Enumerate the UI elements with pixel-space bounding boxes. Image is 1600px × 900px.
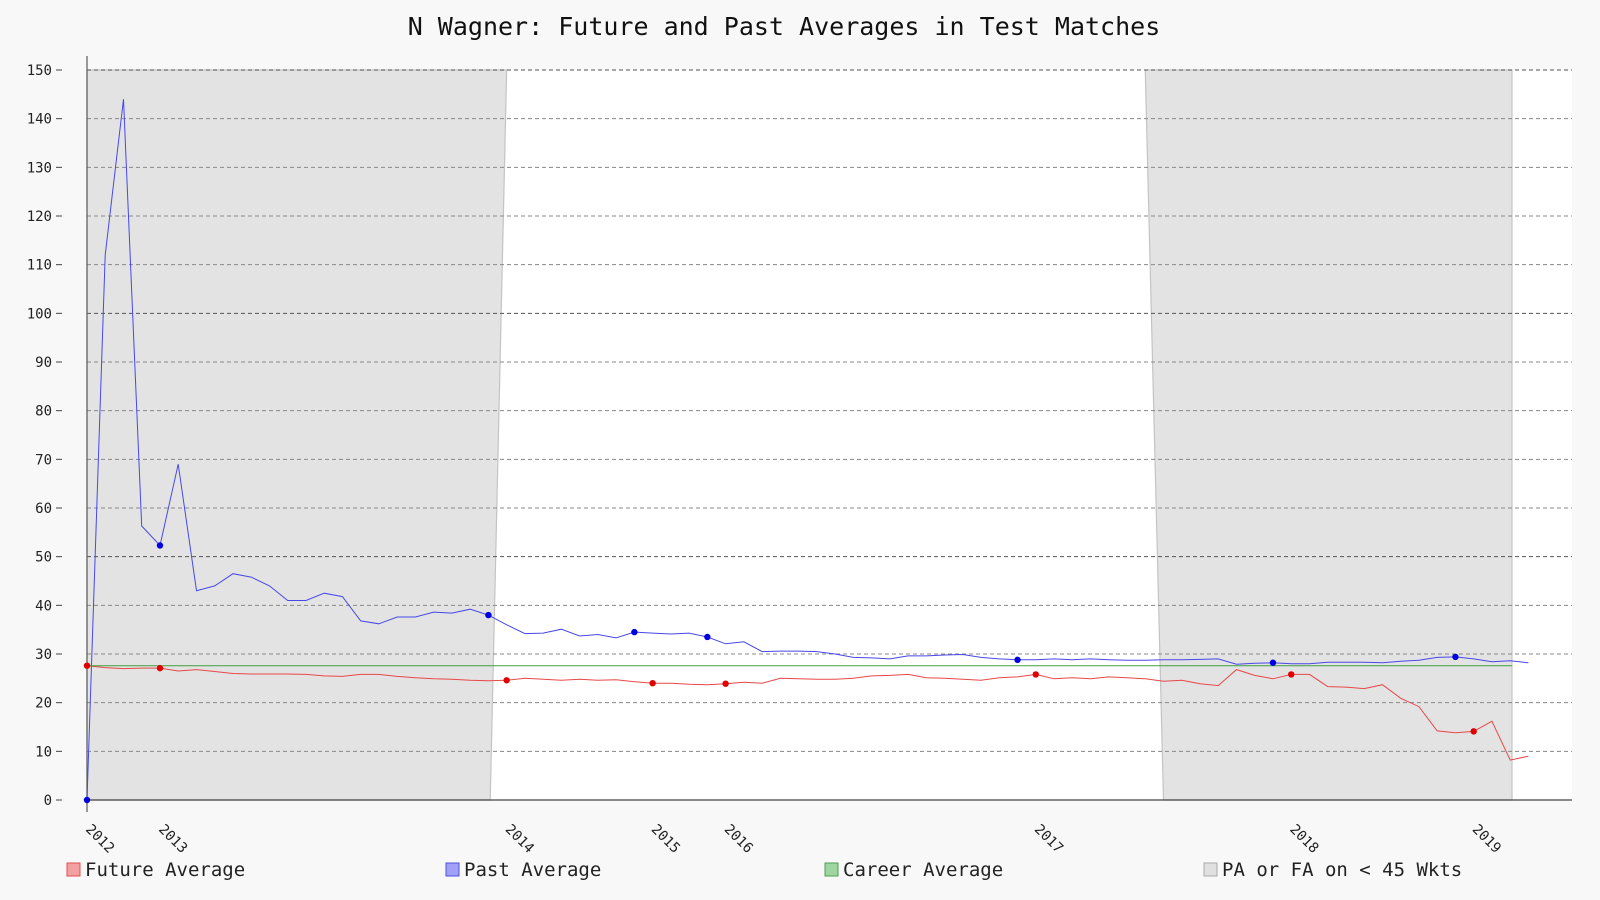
legend-swatch-career-average: [824, 862, 839, 877]
y-tick-label-10: 10: [35, 744, 52, 760]
axes: [56, 56, 1572, 812]
shaded-region-0: [86, 69, 508, 801]
future-average-point-52: [1032, 671, 1039, 678]
past-average-point-4: [156, 542, 164, 549]
past-average-point-30: [631, 628, 638, 636]
legend-label-future-average: Future Average: [85, 859, 245, 881]
shaded-region-1: [1144, 69, 1513, 801]
future-average-point-0: [83, 662, 91, 669]
y-tick-label-100: 100: [27, 306, 52, 322]
legend-swatch-pa-or-fa-on-45-wkts: [1203, 862, 1218, 877]
past-average-point-65: [1269, 659, 1277, 666]
legend-swatch-past-average: [445, 862, 460, 877]
future-average-point-66: [1288, 671, 1295, 678]
past-average-point-75: [1452, 653, 1459, 661]
past-average-point-51: [1014, 656, 1021, 664]
y-tick-label-30: 30: [35, 647, 52, 663]
y-tick-label-150: 150: [27, 63, 52, 79]
future-average-point-35: [722, 680, 729, 687]
series-markers: [83, 542, 1477, 804]
y-tick-label-40: 40: [35, 598, 52, 614]
legend-label-career-average: Career Average: [843, 859, 1003, 881]
future-average-point-4: [156, 664, 164, 672]
y-tick-label-120: 120: [27, 209, 52, 225]
gridlines: [87, 69, 1572, 752]
y-tick-label-60: 60: [35, 501, 52, 517]
y-tick-label-110: 110: [27, 258, 52, 274]
legend-swatch-future-average: [66, 862, 81, 877]
legend-label-past-average: Past Average: [464, 859, 601, 881]
y-tick-label-130: 130: [27, 160, 52, 176]
shaded-regions: [86, 69, 1513, 801]
y-tick-label-90: 90: [35, 355, 52, 371]
past-average-point-0: [83, 796, 91, 804]
legend: Future Average Past Average Career Average…: [66, 859, 1462, 881]
y-tick-label-80: 80: [35, 404, 52, 420]
y-tick-labels: 0 10 20 30 40 50 60 70 80 90 100 110 120 130 140 150: [27, 63, 52, 809]
chart-title: N Wagner: Future and Past Averages in Te…: [408, 12, 1161, 41]
future-average-point-23: [503, 677, 510, 684]
y-tick-label-50: 50: [35, 550, 52, 566]
y-tick-label-140: 140: [27, 112, 52, 128]
future-average-point-76: [1470, 728, 1477, 735]
future-average-point-31: [649, 680, 656, 687]
y-tick-label-20: 20: [35, 696, 52, 712]
y-tick-label-70: 70: [35, 452, 52, 468]
past-average-line: [86, 99, 1529, 801]
past-average-point-34: [704, 633, 711, 641]
y-tick-label-0: 0: [44, 793, 52, 809]
legend-label-pa-or-fa-on-45-wkts: PA or FA on < 45 Wkts: [1222, 859, 1462, 881]
past-average-point-22: [485, 611, 492, 619]
